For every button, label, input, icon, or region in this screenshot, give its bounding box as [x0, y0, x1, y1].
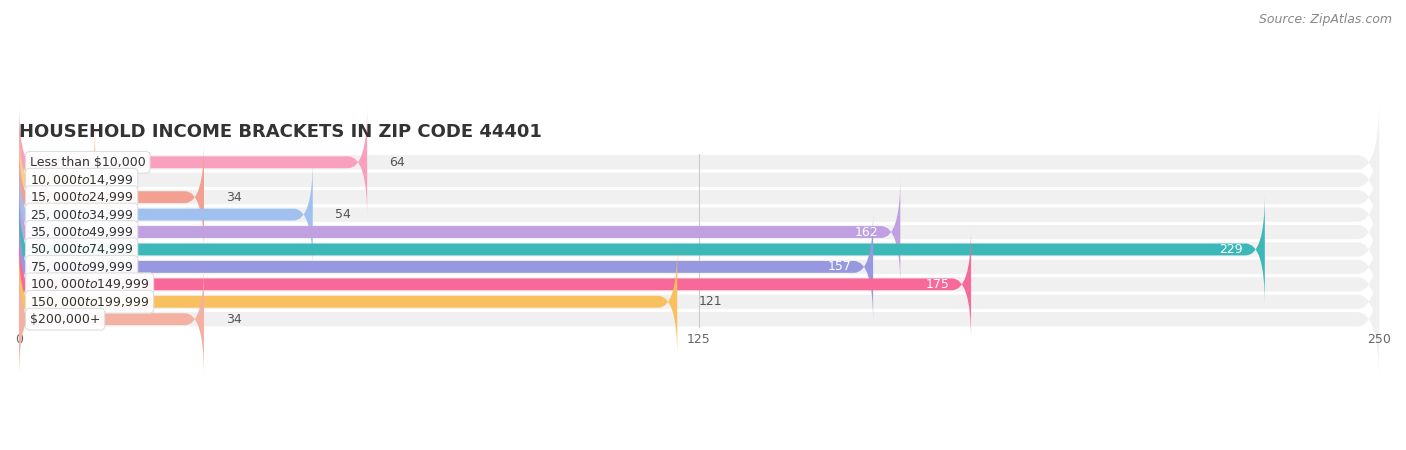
FancyBboxPatch shape [20, 222, 1379, 347]
Text: 14: 14 [117, 173, 132, 186]
Text: 34: 34 [226, 191, 242, 204]
Text: 229: 229 [1219, 243, 1243, 256]
Text: 34: 34 [226, 313, 242, 326]
FancyBboxPatch shape [20, 125, 96, 235]
FancyBboxPatch shape [20, 159, 312, 270]
Text: $25,000 to $34,999: $25,000 to $34,999 [30, 207, 134, 221]
FancyBboxPatch shape [20, 239, 1379, 364]
Text: $50,000 to $74,999: $50,000 to $74,999 [30, 243, 134, 256]
FancyBboxPatch shape [20, 152, 1379, 277]
Text: $100,000 to $149,999: $100,000 to $149,999 [30, 277, 149, 291]
FancyBboxPatch shape [20, 142, 204, 252]
FancyBboxPatch shape [20, 229, 972, 339]
FancyBboxPatch shape [20, 135, 1379, 260]
FancyBboxPatch shape [20, 177, 900, 287]
Text: HOUSEHOLD INCOME BRACKETS IN ZIP CODE 44401: HOUSEHOLD INCOME BRACKETS IN ZIP CODE 44… [20, 123, 541, 141]
Text: 121: 121 [699, 295, 723, 308]
Text: 64: 64 [389, 156, 405, 169]
FancyBboxPatch shape [20, 256, 1379, 382]
FancyBboxPatch shape [20, 212, 873, 322]
Text: $75,000 to $99,999: $75,000 to $99,999 [30, 260, 134, 274]
Text: $200,000+: $200,000+ [30, 313, 100, 326]
Text: 157: 157 [828, 261, 852, 274]
FancyBboxPatch shape [20, 204, 1379, 329]
Text: $15,000 to $24,999: $15,000 to $24,999 [30, 190, 134, 204]
Text: Less than $10,000: Less than $10,000 [30, 156, 146, 169]
Text: 162: 162 [855, 225, 879, 238]
FancyBboxPatch shape [20, 194, 1265, 305]
Text: $35,000 to $49,999: $35,000 to $49,999 [30, 225, 134, 239]
FancyBboxPatch shape [20, 247, 678, 357]
FancyBboxPatch shape [20, 264, 204, 374]
Text: 175: 175 [925, 278, 949, 291]
Text: Source: ZipAtlas.com: Source: ZipAtlas.com [1258, 14, 1392, 27]
Text: $10,000 to $14,999: $10,000 to $14,999 [30, 173, 134, 187]
Text: $150,000 to $199,999: $150,000 to $199,999 [30, 295, 149, 309]
FancyBboxPatch shape [20, 187, 1379, 312]
FancyBboxPatch shape [20, 100, 1379, 225]
Text: 54: 54 [335, 208, 350, 221]
FancyBboxPatch shape [20, 170, 1379, 295]
FancyBboxPatch shape [20, 117, 1379, 242]
FancyBboxPatch shape [20, 107, 367, 217]
